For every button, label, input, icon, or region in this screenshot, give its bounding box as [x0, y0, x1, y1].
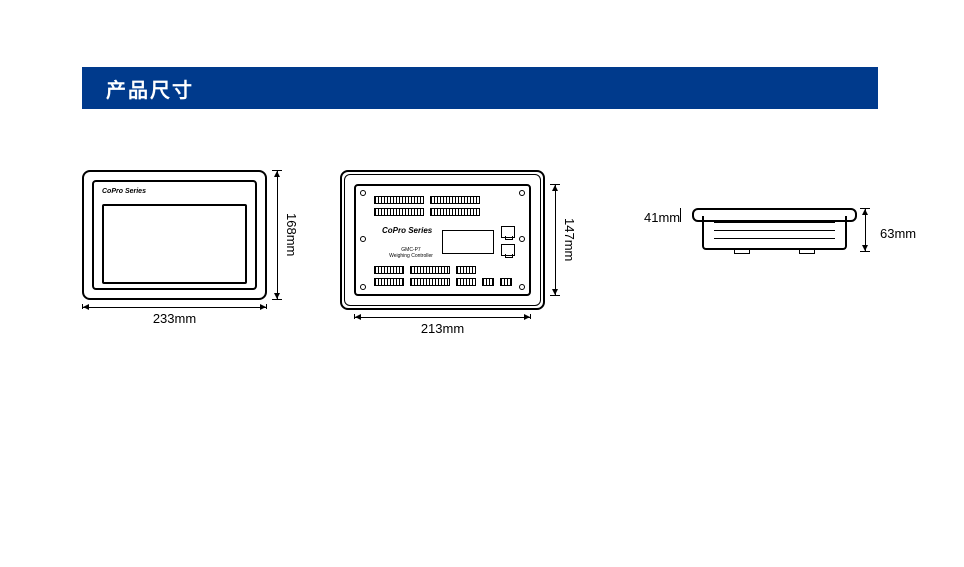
back-width-label: 213mm — [421, 321, 464, 336]
mount-foot — [799, 248, 815, 254]
connector — [410, 278, 450, 286]
back-height-dimension: 147mm — [550, 184, 584, 296]
lcd-window — [442, 230, 494, 254]
extension-line — [680, 208, 681, 222]
back-height-label: 147mm — [562, 218, 577, 261]
side-total-depth-label: 63mm — [880, 226, 916, 241]
mount-foot — [734, 248, 750, 254]
connector — [456, 266, 476, 274]
back-brand-label: CoPro Series — [382, 226, 432, 235]
screw-icon — [360, 236, 366, 242]
front-width-label: 233mm — [153, 311, 196, 326]
screw-icon — [519, 190, 525, 196]
front-height-label: 168mm — [284, 213, 299, 256]
front-width-dimension: 233mm — [82, 304, 267, 326]
connector — [374, 266, 404, 274]
screw-icon — [360, 190, 366, 196]
connector — [374, 278, 404, 286]
back-panel: CoPro Series GMC-P7 Weighing Controller — [354, 184, 531, 296]
section-header: 产品尺寸 — [82, 67, 878, 109]
back-device: CoPro Series GMC-P7 Weighing Controller — [340, 170, 545, 310]
connector — [430, 208, 480, 216]
side-view: 41mm 63mm — [644, 208, 904, 258]
connector — [500, 278, 512, 286]
front-view: CoPro Series 233mm 168mm — [82, 170, 302, 300]
back-model-label: GMC-P7 Weighing Controller — [386, 248, 436, 259]
connector — [410, 266, 450, 274]
connector-row — [374, 266, 476, 274]
side-depth-label: 41mm — [644, 210, 680, 225]
connector-row — [374, 278, 512, 286]
back-view: CoPro Series GMC-P7 Weighing Controller — [340, 170, 580, 310]
front-brand-label: CoPro Series — [102, 188, 146, 195]
front-device: CoPro Series — [82, 170, 267, 300]
side-groove — [714, 230, 835, 231]
port-icon — [501, 226, 515, 238]
connector-row — [374, 196, 480, 204]
back-width-dimension: 213mm — [354, 314, 531, 336]
connector — [482, 278, 494, 286]
connector — [456, 278, 476, 286]
front-screen — [102, 204, 247, 284]
side-groove — [714, 222, 835, 223]
side-device — [692, 208, 857, 258]
screw-icon — [360, 284, 366, 290]
screw-icon — [519, 236, 525, 242]
connector — [374, 208, 424, 216]
screw-icon — [519, 284, 525, 290]
connector — [430, 196, 480, 204]
side-groove — [714, 238, 835, 239]
connector-row — [374, 208, 480, 216]
front-height-dimension: 168mm — [272, 170, 306, 300]
port-icon — [501, 244, 515, 256]
section-title: 产品尺寸 — [106, 74, 194, 103]
side-body — [702, 216, 847, 250]
dimension-drawings: CoPro Series 233mm 168mm — [82, 170, 902, 350]
connector — [374, 196, 424, 204]
subtitle-text: Weighing Controller — [386, 254, 436, 260]
